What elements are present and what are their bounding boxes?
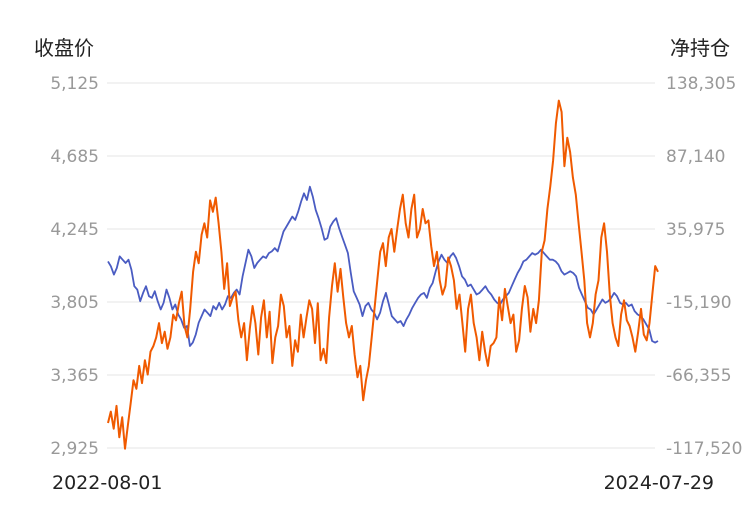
left-axis-ticks: 5,125 4,685 4,245 3,805 3,365 2,925 (50, 74, 99, 459)
left-tick-label: 3,805 (50, 293, 99, 313)
x-end-date: 2024-07-29 (604, 472, 714, 494)
series-line-net-position (107, 99, 659, 450)
right-axis-ticks: 138,305 87,140 35,975 -15,190 -66,355 -1… (666, 74, 742, 459)
x-start-date: 2022-08-01 (52, 472, 162, 494)
left-tick-label: 4,245 (50, 220, 99, 240)
series-layer (107, 99, 659, 450)
grid (107, 82, 655, 449)
left-tick-label: 5,125 (50, 74, 99, 94)
right-tick-label: 35,975 (666, 220, 725, 240)
left-tick-label: 2,925 (50, 439, 99, 459)
right-tick-label: -15,190 (666, 293, 732, 313)
right-tick-label: 138,305 (666, 74, 736, 94)
left-tick-label: 4,685 (50, 147, 99, 167)
right-tick-label: -66,355 (666, 366, 732, 386)
left-axis-title: 收盘价 (34, 36, 94, 60)
right-tick-label: -117,520 (666, 439, 742, 459)
series-line-close (107, 185, 659, 347)
left-tick-label: 3,365 (50, 366, 99, 386)
right-tick-label: 87,140 (666, 147, 725, 167)
right-axis-title: 净持仓 (670, 36, 730, 60)
